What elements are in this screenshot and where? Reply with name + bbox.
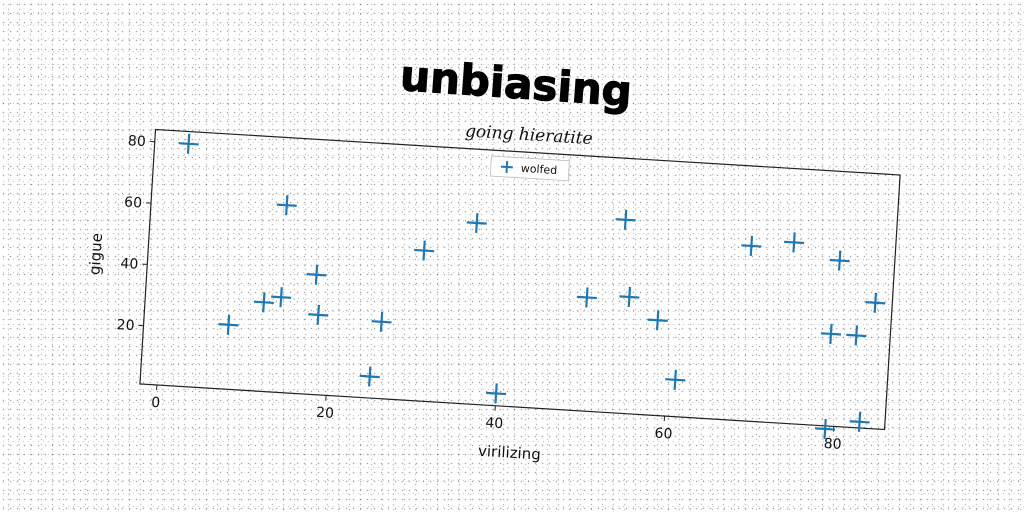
- scatter-point: [815, 418, 836, 440]
- scatter-point: [576, 287, 597, 308]
- scatter-point: [276, 195, 297, 216]
- scatter-point: [619, 286, 640, 308]
- plot-frame: [139, 128, 901, 431]
- scatter-point: [849, 411, 870, 432]
- scatter-point: [741, 235, 762, 256]
- scatter-point: [359, 366, 380, 387]
- x-tick-label: 40: [485, 415, 504, 432]
- scatter-point: [414, 240, 435, 261]
- scatter-point: [784, 232, 805, 253]
- scatter-point: [615, 209, 636, 230]
- scatter-point: [218, 314, 239, 335]
- legend: wolfed: [489, 155, 570, 182]
- chart-subtitle: going hieratite: [465, 121, 594, 149]
- scatter-points: [178, 133, 886, 440]
- y-tick-label: 20: [116, 317, 135, 334]
- x-tick-label: 0: [151, 395, 161, 412]
- x-axis-label: virilizing: [478, 442, 542, 464]
- y-tick-label: 60: [124, 194, 143, 211]
- y-tick-label: 80: [127, 133, 146, 150]
- plot-area: going hieratite 0 20 40 60 80 20 40 60 80 wolfed…: [86, 121, 901, 464]
- legend-box: [489, 155, 570, 182]
- scatter-point: [271, 287, 292, 308]
- scatter-point: [253, 292, 274, 313]
- scatter-point: [178, 133, 199, 154]
- scatter-point: [466, 212, 487, 234]
- scatter-point: [647, 310, 668, 331]
- axis-ticks: 0 20 40 60 80 20 40 60 80: [116, 133, 842, 453]
- legend-marker: [500, 160, 513, 174]
- scatter-point: [371, 311, 392, 332]
- scatter-point: [865, 292, 886, 313]
- scatter-point: [486, 383, 507, 404]
- x-tick-label: 60: [654, 426, 673, 443]
- x-tick-label: 80: [823, 436, 842, 453]
- y-axis-label: gigue: [86, 233, 107, 276]
- legend-label: wolfed: [520, 162, 557, 177]
- x-tick-label: 20: [316, 405, 335, 422]
- scatter-point: [306, 264, 327, 285]
- scatter-point: [829, 250, 850, 271]
- scatter-point: [665, 369, 686, 390]
- y-tick-label: 40: [120, 256, 139, 273]
- scatter-point: [308, 304, 329, 325]
- scatter-point: [820, 323, 841, 344]
- scatter-point: [846, 325, 867, 346]
- chart-title: unbiasing: [399, 51, 634, 116]
